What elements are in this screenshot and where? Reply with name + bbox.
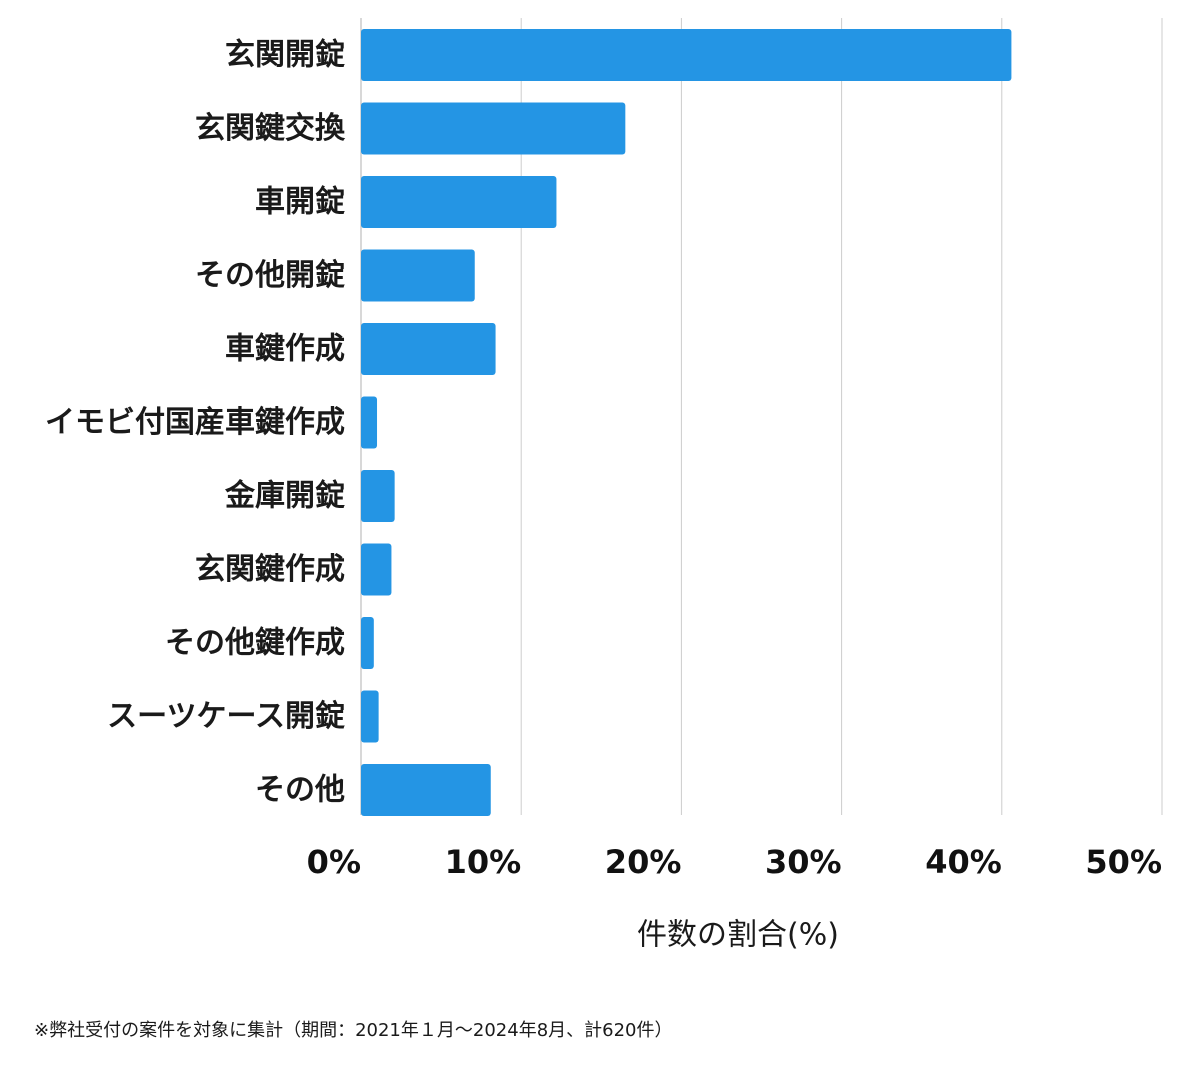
bar <box>361 470 395 522</box>
category-label: スーツケース開錠 <box>107 699 345 734</box>
category-label: 金庫開錠 <box>224 479 345 514</box>
bar <box>361 543 392 596</box>
bar <box>361 176 557 228</box>
x-tick-label: 20% <box>605 843 682 881</box>
bar <box>361 396 378 449</box>
x-tick-label: 40% <box>925 843 1002 881</box>
bar <box>361 29 1012 81</box>
bar <box>361 690 379 743</box>
x-tick-label: 30% <box>765 843 842 881</box>
bar <box>361 617 374 669</box>
category-label: 玄関開錠 <box>225 38 345 73</box>
category-label: イモビ付国産車鍵作成 <box>45 405 345 440</box>
category-label: 車開錠 <box>255 185 345 220</box>
x-tick-label: 10% <box>445 843 522 881</box>
category-label: 玄関鍵交換 <box>195 111 346 146</box>
category-label: その他開錠 <box>195 258 345 293</box>
bar <box>361 102 626 155</box>
x-axis-title: 件数の割合(%) <box>637 918 839 953</box>
x-tick-label: 50% <box>1085 843 1162 881</box>
footnote: ※弊社受付の案件を対象に集計（期間：2021年１月〜2024年8月、計620件） <box>34 1020 673 1041</box>
x-tick-label: 0% <box>307 843 361 881</box>
bar <box>361 249 475 302</box>
category-label: その他鍵作成 <box>165 626 345 661</box>
category-label: 玄関鍵作成 <box>195 552 345 587</box>
bar <box>361 323 496 375</box>
category-label: 車鍵作成 <box>225 332 345 367</box>
bar <box>361 764 491 816</box>
category-label: その他 <box>255 773 345 808</box>
